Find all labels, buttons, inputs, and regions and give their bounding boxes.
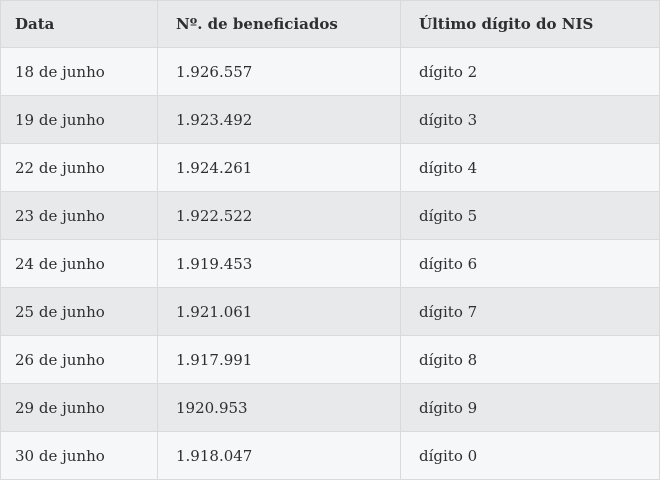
date-cell: 24 de junho bbox=[0, 239, 158, 288]
date-cell: 22 de junho bbox=[0, 143, 158, 192]
nis-digit-cell: dígito 8 bbox=[400, 335, 660, 384]
date-cell: 18 de junho bbox=[0, 47, 158, 96]
date-cell: 23 de junho bbox=[0, 191, 158, 240]
table-header-row: Data Nº. de beneficiados Último dígito d… bbox=[0, 0, 660, 48]
nis-digit-cell: dígito 7 bbox=[400, 287, 660, 336]
column-header-date: Data bbox=[0, 0, 158, 48]
date-cell: 29 de junho bbox=[0, 383, 158, 432]
nis-digit-cell: dígito 4 bbox=[400, 143, 660, 192]
table-header: Data Nº. de beneficiados Último dígito d… bbox=[0, 0, 660, 48]
table-row: 25 de junho 1.921.061 dígito 7 bbox=[0, 287, 660, 336]
beneficiaries-cell: 1.923.492 bbox=[157, 95, 401, 144]
table-body: 18 de junho 1.926.557 dígito 2 19 de junho 1… bbox=[0, 47, 660, 480]
table-row: 18 de junho 1.926.557 dígito 2 bbox=[0, 47, 660, 96]
nis-digit-cell: dígito 2 bbox=[400, 47, 660, 96]
beneficiaries-cell: 1920.953 bbox=[157, 383, 401, 432]
beneficiaries-table: Data Nº. de beneficiados Último dígito d… bbox=[0, 0, 660, 480]
beneficiaries-cell: 1.922.522 bbox=[157, 191, 401, 240]
beneficiaries-cell: 1.918.047 bbox=[157, 431, 401, 480]
column-header-nis-digit: Último dígito do NIS bbox=[400, 0, 660, 48]
table-row: 26 de junho 1.917.991 dígito 8 bbox=[0, 335, 660, 384]
beneficiaries-cell: 1.926.557 bbox=[157, 47, 401, 96]
beneficiaries-cell: 1.919.453 bbox=[157, 239, 401, 288]
date-cell: 25 de junho bbox=[0, 287, 158, 336]
table-row: 30 de junho 1.918.047 dígito 0 bbox=[0, 431, 660, 480]
beneficiaries-cell: 1.917.991 bbox=[157, 335, 401, 384]
nis-digit-cell: dígito 5 bbox=[400, 191, 660, 240]
column-header-beneficiaries: Nº. de beneficiados bbox=[157, 0, 401, 48]
beneficiaries-cell: 1.924.261 bbox=[157, 143, 401, 192]
table-row: 23 de junho 1.922.522 dígito 5 bbox=[0, 191, 660, 240]
table-row: 19 de junho 1.923.492 dígito 3 bbox=[0, 95, 660, 144]
date-cell: 26 de junho bbox=[0, 335, 158, 384]
table-row: 29 de junho 1920.953 dígito 9 bbox=[0, 383, 660, 432]
date-cell: 19 de junho bbox=[0, 95, 158, 144]
table-row: 22 de junho 1.924.261 dígito 4 bbox=[0, 143, 660, 192]
beneficiaries-cell: 1.921.061 bbox=[157, 287, 401, 336]
nis-digit-cell: dígito 0 bbox=[400, 431, 660, 480]
table-row: 24 de junho 1.919.453 dígito 6 bbox=[0, 239, 660, 288]
nis-digit-cell: dígito 9 bbox=[400, 383, 660, 432]
nis-digit-cell: dígito 3 bbox=[400, 95, 660, 144]
nis-digit-cell: dígito 6 bbox=[400, 239, 660, 288]
date-cell: 30 de junho bbox=[0, 431, 158, 480]
